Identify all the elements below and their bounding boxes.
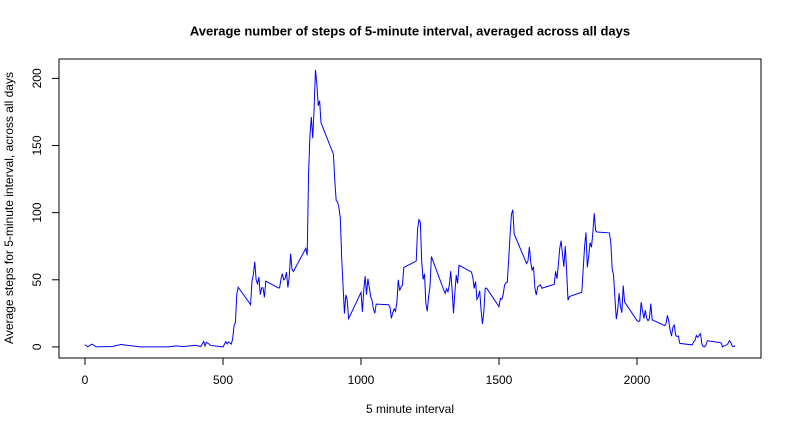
y-tick-label: 150 <box>30 135 44 155</box>
y-axis-label: Average steps for 5-minute interval, acr… <box>2 72 16 344</box>
y-tick-label: 0 <box>30 343 44 350</box>
chart-title: Average number of steps of 5-minute inte… <box>190 23 630 38</box>
y-tick-label: 50 <box>30 273 44 287</box>
x-tick-label: 1500 <box>486 373 513 387</box>
y-tick-label: 200 <box>30 68 44 88</box>
plot-box <box>58 58 762 359</box>
x-tick-label: 1000 <box>348 373 375 387</box>
y-tick-label: 100 <box>30 202 44 222</box>
x-axis-label: 5 minute interval <box>366 402 454 416</box>
data-line <box>84 69 736 348</box>
x-tick-label: 2000 <box>624 373 651 387</box>
x-tick-label: 0 <box>82 373 89 387</box>
x-tick-label: 500 <box>213 373 233 387</box>
